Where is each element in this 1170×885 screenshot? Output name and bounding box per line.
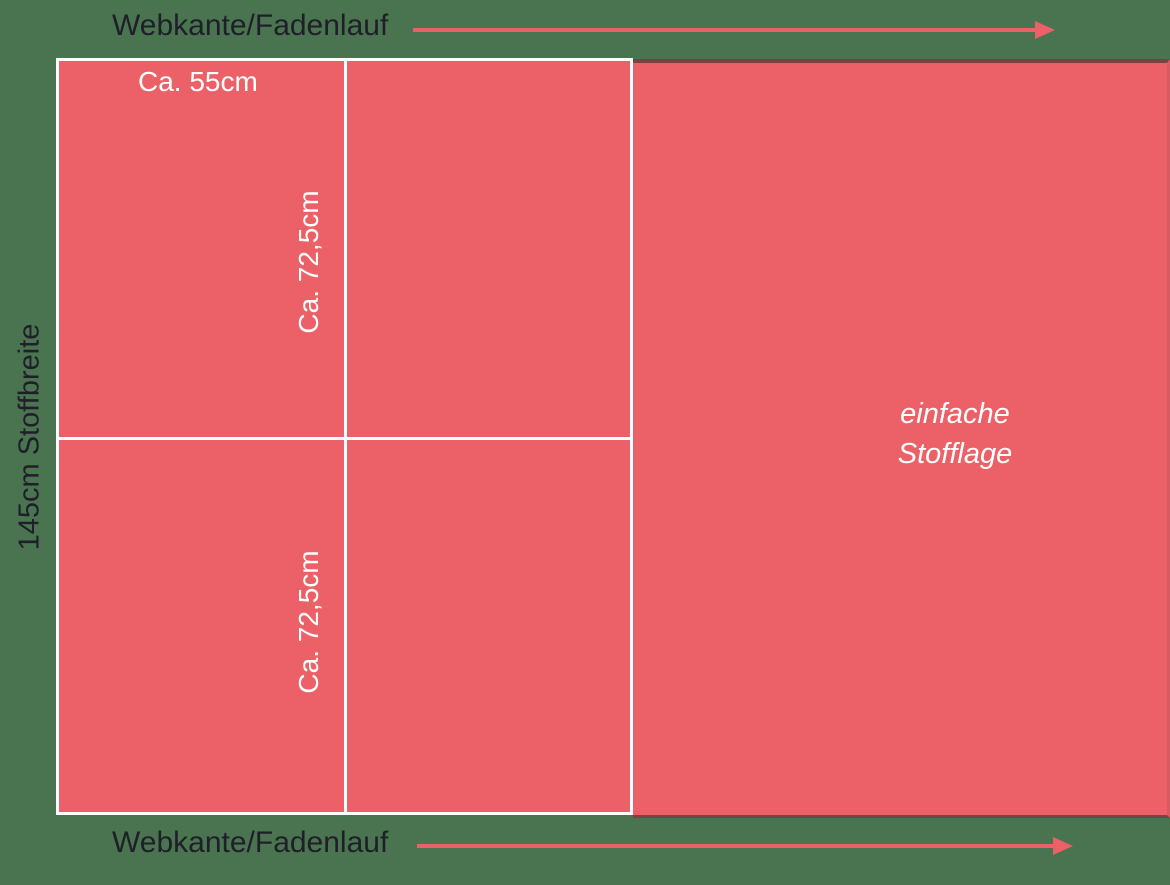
selvedge-grain-label-bottom: Webkante/Fadenlauf xyxy=(112,826,389,859)
piece-width-label: Ca. 55cm xyxy=(138,66,258,97)
piece-height-label-bottom: Ca. 72,5cm xyxy=(293,550,324,694)
fabric-width-label: 145cm Stoffbreite xyxy=(13,323,46,551)
grain-direction-arrow-bottom-icon xyxy=(417,837,1073,855)
arrow-shaft xyxy=(413,28,1036,32)
arrow-head xyxy=(1053,837,1073,855)
piece-height-label-top: Ca. 72,5cm xyxy=(293,190,324,334)
grain-direction-arrow-top-icon xyxy=(413,21,1055,39)
single-layer-label: einfache Stofflage xyxy=(898,394,1012,474)
grid-horizontal-cut-line xyxy=(59,437,630,440)
arrow-head xyxy=(1035,21,1055,39)
single-layer-label-line1: einfache xyxy=(900,398,1010,430)
grid-vertical-cut-line xyxy=(344,61,347,812)
pattern-piece-grid xyxy=(56,58,633,815)
selvedge-grain-label-top: Webkante/Fadenlauf xyxy=(112,9,389,42)
single-fabric-layer-area xyxy=(633,59,1170,818)
arrow-shaft xyxy=(417,844,1054,848)
single-layer-label-line2: Stofflage xyxy=(897,438,1013,470)
